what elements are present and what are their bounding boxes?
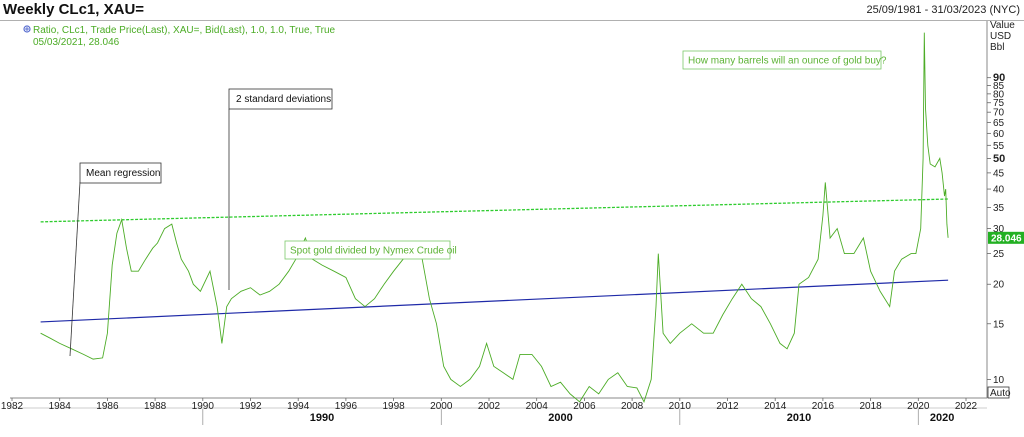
y-tick-label-5: 35	[993, 203, 1005, 214]
legend-last-point: 05/03/2021, 28.046	[33, 37, 120, 48]
x-tick-label-2: 1986	[96, 401, 119, 412]
y-tick-label-9: 55	[993, 141, 1005, 152]
current-value-tag	[988, 231, 1024, 244]
decade-label-1990: 1990	[310, 412, 334, 424]
x-tick-label-20: 2022	[955, 401, 978, 412]
x-tick-label-9: 2000	[430, 401, 453, 412]
mean-regression-callout-line	[69, 181, 81, 357]
x-tick-label-0: 1982	[1, 401, 24, 412]
x-tick-label-16: 2014	[764, 401, 787, 412]
question-annotation: How many barrels will an ounce of gold b…	[688, 56, 887, 67]
mean-regression-line	[40, 279, 949, 323]
current-value-label: 28.046	[991, 233, 1022, 244]
y-tick-label-11: 65	[993, 118, 1005, 129]
x-tick-label-8: 1998	[382, 401, 405, 412]
x-tick-label-6: 1994	[287, 401, 310, 412]
spot-annotation-box[interactable]	[284, 240, 451, 260]
x-tick-label-18: 2018	[859, 401, 882, 412]
y-axis-header-value: Value	[990, 20, 1015, 31]
x-axis-ticks: 1982 1984 1986 1988 1990 1992 1994 1996 1998 2000…	[0, 398, 978, 425]
x-tick-label-7: 1996	[335, 401, 358, 412]
x-tick-label-1: 1984	[49, 401, 72, 412]
x-tick-label-3: 1988	[144, 401, 167, 412]
x-tick-label-11: 2004	[526, 401, 549, 412]
decade-label-2000: 2000	[548, 412, 572, 424]
y-tick-label-16: 90	[993, 72, 1005, 84]
y-tick-label-12: 70	[993, 108, 1005, 119]
y-axis-header-usd: USD	[990, 31, 1011, 42]
y-tick-label-3: 25	[993, 249, 1005, 260]
plot-area[interactable]	[10, 21, 987, 398]
y-tick-label-0: 10	[993, 375, 1005, 386]
two-sd-line	[40, 198, 949, 223]
y-tick-label-14: 80	[993, 89, 1005, 100]
title-bar: Weekly CLc1, XAU= 25/09/1981 - 31/03/202…	[0, 0, 1024, 21]
x-tick-label-12: 2006	[573, 401, 596, 412]
y-tick-label-13: 75	[993, 98, 1005, 109]
y-tick-label-10: 60	[993, 129, 1005, 140]
y-tick-label-8: 50	[993, 153, 1005, 165]
auto-scale-button[interactable]	[987, 386, 1010, 399]
ratio-series-line	[40, 32, 949, 403]
y-tick-label-6: 40	[993, 185, 1005, 196]
decade-label-2010: 2010	[787, 412, 811, 424]
y-tick-label-7: 45	[993, 168, 1005, 179]
auto-scale-label: Auto	[990, 388, 1011, 399]
x-tick-label-17: 2016	[812, 401, 835, 412]
decade-label-2020: 2020	[930, 412, 954, 424]
two-sd-annotation: 2 standard deviations	[236, 94, 331, 105]
y-tick-label-2: 20	[993, 280, 1005, 291]
y-tick-label-15: 85	[993, 81, 1005, 92]
x-tick-label-19: 2020	[907, 401, 930, 412]
mean-regression-annotation: Mean regression	[86, 168, 160, 179]
x-tick-label-5: 1992	[239, 401, 262, 412]
two-sd-annotation-box[interactable]	[228, 88, 333, 110]
x-tick-label-14: 2010	[669, 401, 692, 412]
y-tick-label-4: 30	[993, 224, 1005, 235]
spot-annotation: Spot gold divided by Nymex Crude oil	[290, 246, 457, 257]
date-range[interactable]: 25/09/1981 - 31/03/2023 (NYC)	[866, 4, 1021, 16]
chart-title: Weekly CLc1, XAU=	[3, 1, 145, 18]
x-tick-label-4: 1990	[192, 401, 215, 412]
y-tick-label-1: 15	[993, 319, 1005, 330]
x-tick-label-15: 2012	[716, 401, 739, 412]
question-annotation-box[interactable]	[682, 50, 882, 70]
legend-series-label[interactable]: Ratio, CLc1, Trade Price(Last), XAU=, Bi…	[33, 25, 336, 36]
x-tick-label-10: 2002	[478, 401, 501, 412]
y-axis-header-bbl: Bbl	[990, 42, 1004, 53]
x-tick-label-13: 2008	[621, 401, 644, 412]
mean-regression-annotation-box[interactable]	[79, 162, 162, 184]
